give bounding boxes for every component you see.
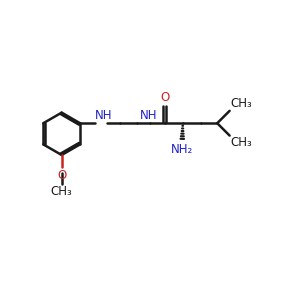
Text: NH₂: NH₂ [171, 142, 193, 156]
Text: CH₃: CH₃ [51, 185, 73, 198]
Text: NH: NH [95, 109, 112, 122]
Text: O: O [160, 91, 169, 104]
Text: CH₃: CH₃ [231, 97, 253, 110]
Text: NH: NH [140, 109, 157, 122]
Text: O: O [57, 169, 66, 182]
Text: CH₃: CH₃ [231, 136, 253, 149]
